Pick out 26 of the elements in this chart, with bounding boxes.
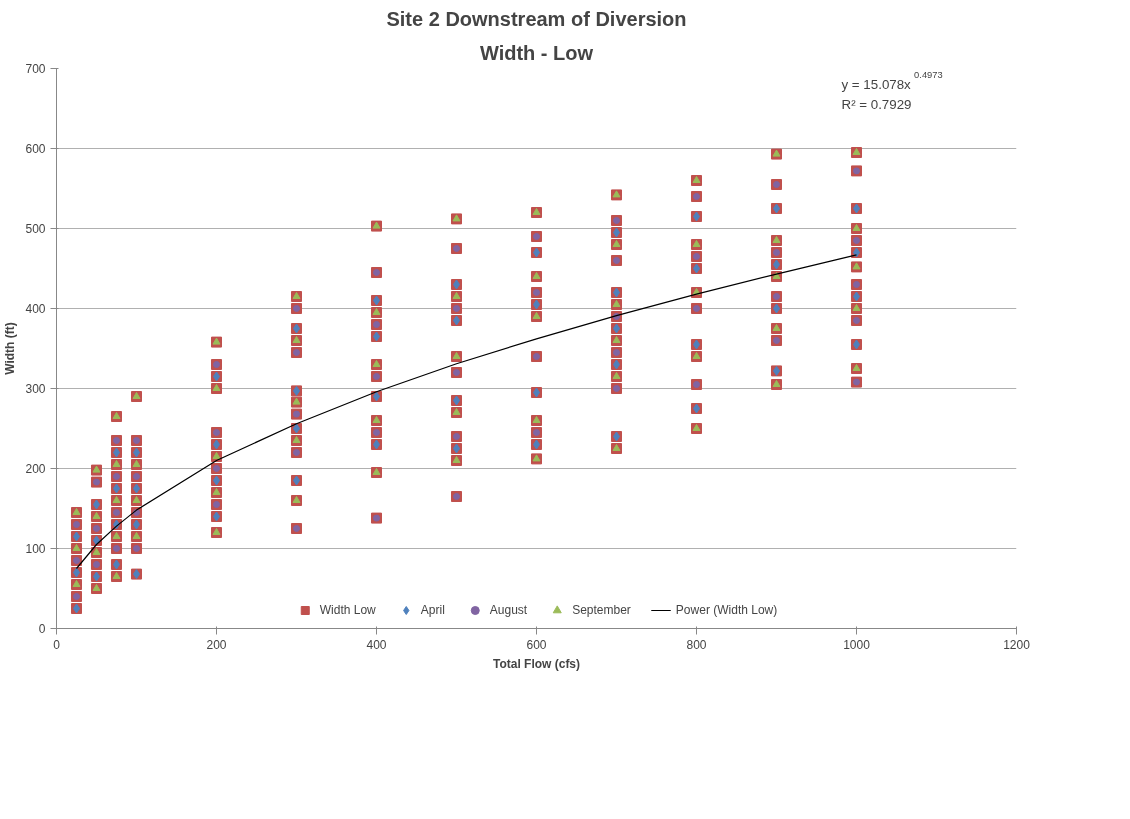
x-tick-label: 200: [206, 637, 227, 652]
y-tick-label: 200: [25, 462, 46, 476]
y-tick-label: 700: [25, 62, 46, 76]
chart-subtitle: Width - Low: [479, 41, 594, 64]
y-tick-label: 100: [25, 542, 46, 556]
legend-label: April: [420, 603, 445, 617]
annotation: R² = 0.7929: [841, 96, 912, 112]
x-tick-label: 800: [686, 637, 707, 652]
legend-label: August: [489, 603, 528, 617]
y-tick-label: 0: [38, 622, 46, 636]
y-tick-label: 500: [25, 222, 46, 236]
y-tick-label: 400: [25, 302, 46, 316]
x-tick-label: 0: [53, 637, 61, 652]
x-tick-label: 1200: [1003, 637, 1031, 652]
y-tick-label: 300: [25, 382, 46, 396]
y-tick-label: 600: [25, 142, 46, 156]
legend-label: Power (Width Low): [675, 603, 778, 617]
legend-label: Width Low: [319, 603, 376, 617]
chart-title: Site 2 Downstream of Diversion: [386, 7, 687, 30]
x-tick-label: 1000: [843, 637, 871, 652]
x-tick-label: 600: [526, 637, 547, 652]
legend-label: September: [572, 603, 631, 617]
y-axis-title: Width (ft): [3, 322, 18, 375]
annotation: y = 15.078x0.4973: [841, 69, 943, 92]
x-tick-label: 400: [366, 637, 387, 652]
x-axis-title: Total Flow (cfs): [492, 656, 581, 671]
